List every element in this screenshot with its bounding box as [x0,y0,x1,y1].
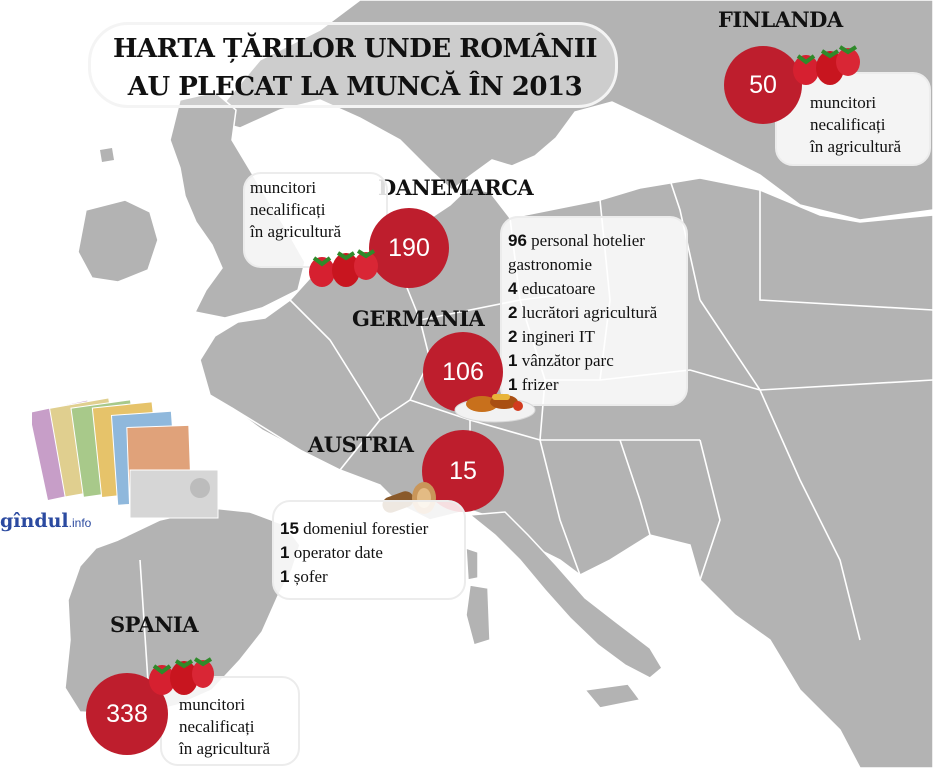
sicily-landmass [583,683,642,709]
danemarca-desc-line: necalificați [250,200,326,219]
strawberry-icon [149,657,214,695]
spania-description: muncitori necalificați în agricultură [179,694,270,760]
austria-jobs-list: 15 domeniul forestier 1 operator date 1 … [280,517,428,589]
gandul-logo: gîndul.info [0,510,92,532]
austria-info-bubble [272,500,466,600]
spania-info-bubble [160,676,300,766]
danemarca-desc-line: muncitori [250,178,317,197]
sardinia-landmass [465,584,491,646]
strawberry-icon [309,249,378,287]
map-title: HARTA ȚĂRILOR UNDE ROMÂNII AU PLECAT LA … [100,30,610,106]
germania-jobs-list: 96 personal hotelier gastronomie 4 educa… [508,229,657,397]
spania-desc-line: necalificați [179,717,255,736]
euro-banknotes-icon [32,397,219,519]
country-label-danemarca: DANEMARCA [378,175,534,200]
corsica-landmass [465,546,479,581]
danemarca-desc-line: în agricultură [250,222,342,241]
germania-job-item: 4 educatoare [508,279,596,298]
spania-desc-line: în agricultură [179,739,271,758]
faroe-islands [100,148,114,162]
germania-job-item: gastronomie [508,255,593,274]
germania-job-item: 2 lucrători agricultură [508,303,658,322]
map-title-line1: HARTA ȚĂRILOR UNDE ROMÂNII [112,34,598,64]
continent-landmass [199,177,933,768]
italy-landmass [468,511,663,679]
ireland-landmass [77,199,159,283]
germania-info-bubble [500,216,688,406]
germania-job-item: 2 ingineri IT [508,327,595,346]
country-label-spania: SPANIA [110,612,199,637]
austria-job-item: 1 șofer [280,567,328,586]
country-label-germania: GERMANIA [352,306,485,331]
germania-job-item: 1 frizer [508,375,559,394]
country-label-austria: AUSTRIA [308,432,414,457]
title-frame [88,22,618,108]
austria-job-item: 1 operator date [280,543,383,562]
austria-job-item: 15 domeniul forestier [280,519,429,538]
danemarca-description: muncitori necalificați în agricultură [250,177,341,243]
finlanda-desc-line: muncitori [810,93,877,112]
country-label-finlanda: FINLANDA [718,7,843,32]
germania-job-item: 96 personal hotelier [508,231,645,250]
food-plate-icon [454,394,536,423]
finlanda-desc-line: în agricultură [810,137,902,156]
danemarca-count-circle: 190 [369,208,449,288]
strawberry-icon [793,45,860,85]
spania-desc-line: muncitori [179,695,246,714]
finlanda-desc-line: necalificați [810,115,886,134]
finlanda-description: muncitori necalificați în agricultură [810,92,901,158]
germania-job-item: 1 vânzător parc [508,351,614,370]
finlanda-count-circle: 50 [724,46,802,124]
map-title-line2: AU PLECAT LA MUNCĂ ÎN 2013 [127,72,583,102]
